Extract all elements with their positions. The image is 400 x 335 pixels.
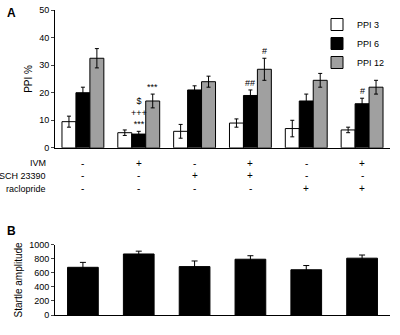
svg-text:600: 600 [34,268,49,278]
svg-text:A: A [7,6,16,20]
svg-text:-: - [361,170,364,181]
svg-text:800: 800 [34,254,49,264]
svg-text:#: # [360,86,365,96]
svg-text:-: - [81,183,84,194]
svg-text:$+++***: $+++*** [131,96,147,129]
svg-text:-: - [137,183,140,194]
svg-text:+: + [359,158,365,169]
svg-text:SCH 23390: SCH 23390 [0,171,46,181]
svg-text:PPI %: PPI % [23,65,34,93]
svg-text:+: + [359,183,365,194]
svg-text:+: + [247,170,253,181]
svg-text:50: 50 [39,5,49,15]
svg-text:+: + [303,183,309,194]
svg-text:-: - [305,158,308,169]
svg-text:200: 200 [34,296,49,306]
svg-text:+: + [247,158,253,169]
svg-text:+: + [192,170,198,181]
svg-text:raclopride: raclopride [6,184,46,194]
svg-text:40: 40 [39,33,49,43]
svg-text:-: - [81,170,84,181]
svg-text:1000: 1000 [29,240,49,250]
svg-text:##: ## [245,78,255,88]
svg-text:10: 10 [39,115,49,125]
svg-text:0: 0 [44,143,49,153]
svg-text:-: - [249,183,252,194]
svg-text:#: # [262,46,267,56]
svg-text:B: B [7,224,16,238]
svg-text:400: 400 [34,282,49,292]
svg-text:***: *** [147,82,158,92]
svg-text:0: 0 [44,310,49,320]
svg-text:-: - [193,183,196,194]
svg-text:Startle amplitude: Startle amplitude [13,242,24,317]
svg-text:-: - [81,158,84,169]
svg-text:20: 20 [39,88,49,98]
svg-text:+: + [136,158,142,169]
svg-text:-: - [137,170,140,181]
svg-text:-: - [193,158,196,169]
svg-text:-: - [305,170,308,181]
svg-text:30: 30 [39,60,49,70]
svg-text:PPI 3: PPI 3 [357,20,379,30]
svg-text:PPI 6: PPI 6 [357,39,379,49]
svg-text:PPI 12: PPI 12 [357,58,384,68]
svg-text:IVM: IVM [30,158,46,168]
